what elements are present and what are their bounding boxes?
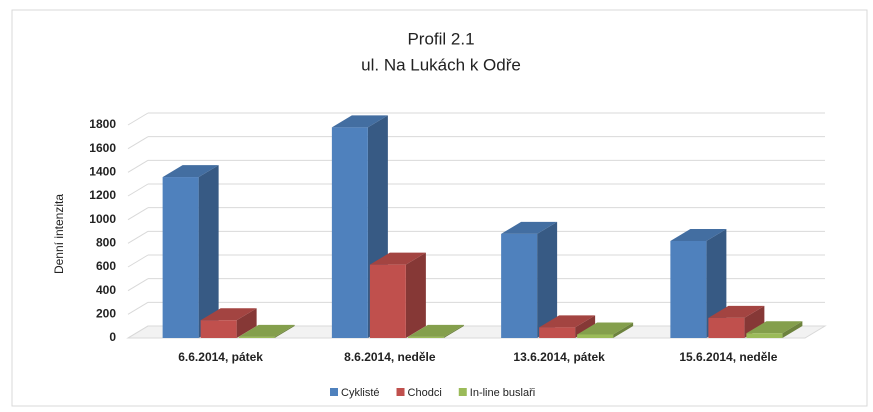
x-tick-label: 8.6.2014, neděle <box>344 350 436 364</box>
y-tick-label: 0 <box>109 330 116 344</box>
bar-side <box>744 305 765 338</box>
side-grid-line <box>127 207 149 221</box>
bar <box>577 322 634 338</box>
side-grid-line <box>127 325 149 339</box>
bar-top <box>407 324 464 337</box>
legend-swatch <box>396 388 405 396</box>
side-grid-line <box>127 230 149 244</box>
bar-top <box>501 221 558 234</box>
y-tick-label: 200 <box>96 307 116 321</box>
bar <box>407 324 464 338</box>
legend-label: Cyklisté <box>341 387 380 399</box>
legend-label: Chodci <box>408 387 442 399</box>
y-tick-label: 1600 <box>89 141 116 155</box>
bar-top <box>200 308 257 321</box>
bar <box>708 305 765 338</box>
bar-front <box>708 317 745 338</box>
y-axis-label: Denní intenzita <box>52 194 66 274</box>
side-grid-line <box>127 301 149 315</box>
bar-side <box>575 315 596 338</box>
bar-top <box>369 252 426 265</box>
bar-top <box>746 321 803 334</box>
bar-side <box>782 321 803 338</box>
bar <box>162 165 219 338</box>
bar-front <box>407 336 444 338</box>
bar-front <box>331 127 368 338</box>
bar <box>501 221 558 338</box>
bar <box>238 324 295 338</box>
bar-top <box>670 228 727 241</box>
y-tick-label: 400 <box>96 283 116 297</box>
legend-swatch <box>330 388 338 396</box>
chart-title: Profil 2.1 <box>407 29 474 48</box>
side-grid-line <box>127 136 149 150</box>
y-tick-label: 1000 <box>89 212 116 226</box>
bar-front <box>670 240 707 338</box>
bar-side <box>613 322 634 338</box>
bar <box>539 315 596 338</box>
side-grid-line <box>127 254 149 268</box>
y-tick-label: 600 <box>96 259 116 273</box>
bar-top <box>331 115 388 128</box>
x-tick-label: 6.6.2014, pátek <box>178 350 263 364</box>
bar-side <box>198 165 219 338</box>
side-grid-line <box>127 112 149 126</box>
bar-front <box>369 264 406 338</box>
legend-label: In-line buslaři <box>470 387 535 399</box>
bar-front <box>746 333 783 338</box>
chart-subtitle: ul. Na Lukách k Odře <box>361 55 521 74</box>
bar <box>200 308 257 338</box>
bar-top <box>162 165 219 178</box>
bar-top <box>708 305 765 318</box>
legend-swatch <box>458 388 467 396</box>
bar-side <box>236 308 257 338</box>
side-grid-line <box>127 278 149 292</box>
side-grid-line <box>127 159 149 173</box>
bar-front <box>539 327 576 338</box>
bar-front <box>501 233 538 338</box>
bar-front <box>200 320 237 338</box>
bar-side <box>537 221 558 338</box>
x-tick-label: 15.6.2014, neděle <box>679 350 777 364</box>
x-tick-label: 13.6.2014, pátek <box>513 350 605 364</box>
bar-front <box>162 177 199 338</box>
y-tick-label: 1200 <box>89 188 116 202</box>
bar-top <box>238 324 295 337</box>
y-tick-label: 800 <box>96 236 116 250</box>
bar-side <box>405 252 426 338</box>
bar-top <box>539 315 596 328</box>
bar <box>369 252 426 338</box>
bar-top <box>577 322 634 335</box>
side-grid-line <box>127 183 149 197</box>
bar-side <box>274 324 295 338</box>
bar-side <box>443 324 464 338</box>
bar-front <box>577 334 614 338</box>
bar <box>746 321 803 338</box>
bar-front <box>238 336 275 338</box>
y-tick-label: 1400 <box>89 165 116 179</box>
y-tick-label: 1800 <box>89 117 116 131</box>
